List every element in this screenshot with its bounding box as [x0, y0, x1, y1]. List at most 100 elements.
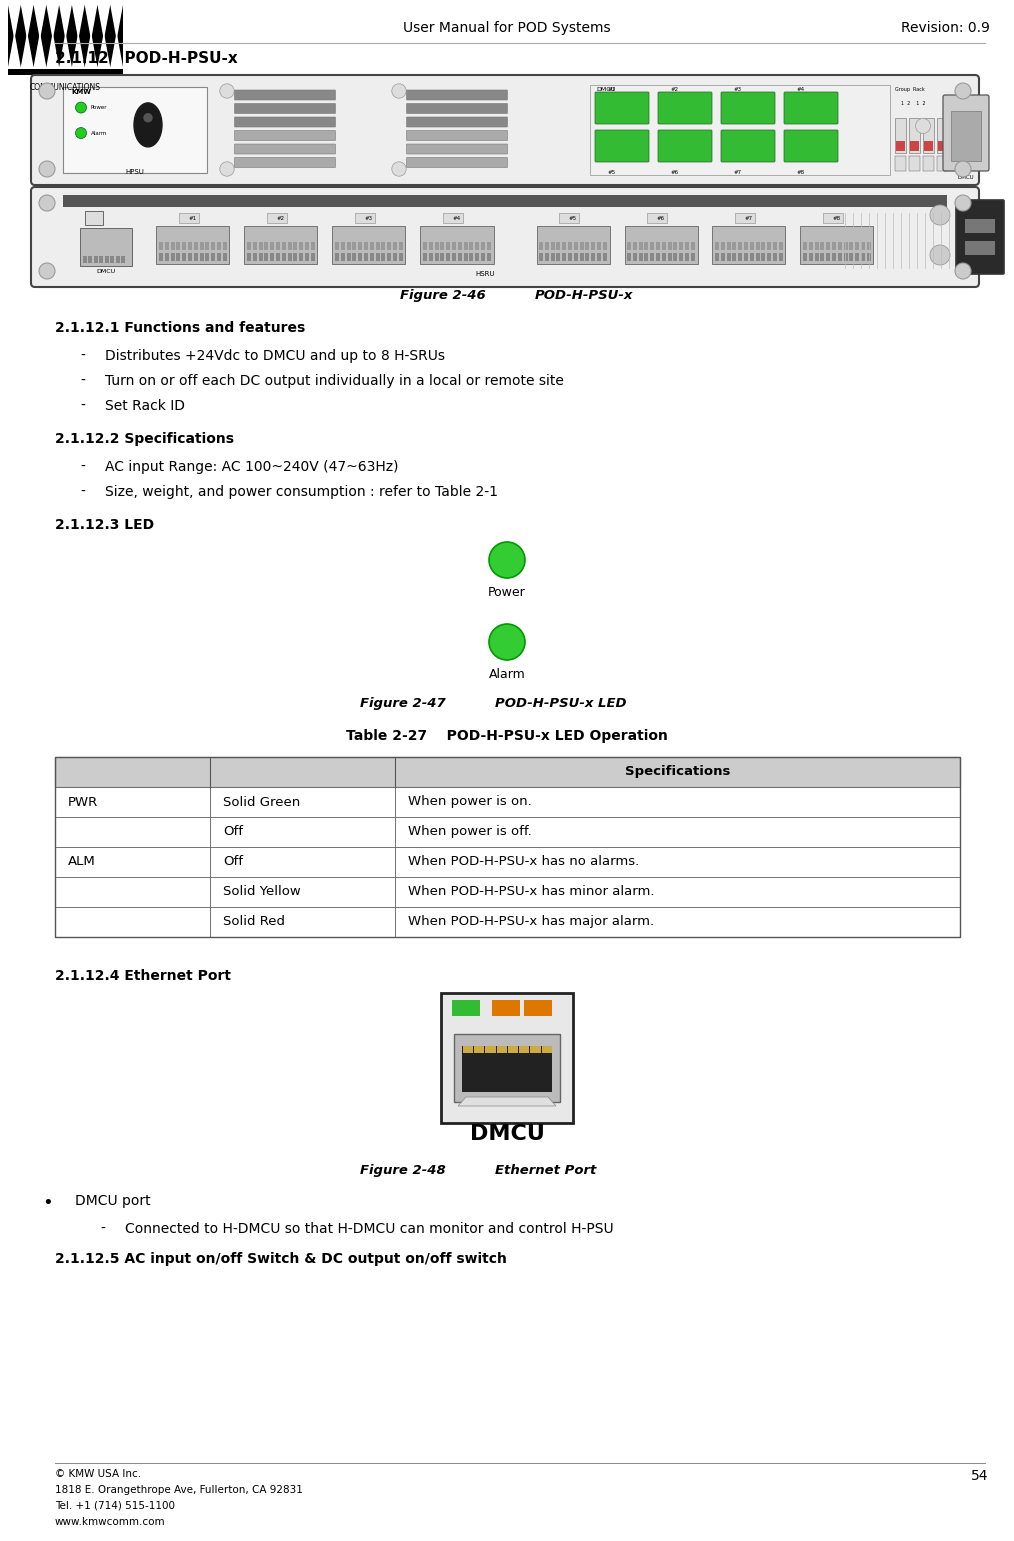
Text: Power: Power	[488, 586, 526, 599]
Bar	[63, 196, 947, 206]
Bar	[497, 1046, 507, 1053]
Text: User Manual for POD Systems: User Manual for POD Systems	[404, 22, 610, 35]
Bar	[627, 253, 631, 260]
FancyBboxPatch shape	[595, 92, 649, 123]
Bar	[387, 253, 391, 260]
Bar	[429, 242, 433, 250]
FancyBboxPatch shape	[156, 225, 229, 264]
Text: Solid Yellow: Solid Yellow	[223, 886, 301, 898]
Text: #1: #1	[189, 216, 197, 220]
Bar	[463, 242, 467, 250]
Bar	[395, 848, 960, 877]
FancyBboxPatch shape	[784, 92, 838, 123]
Text: Distributes +24Vdc to DMCU and up to 8 H-SRUs: Distributes +24Vdc to DMCU and up to 8 H…	[105, 348, 445, 364]
Bar	[738, 242, 742, 250]
Polygon shape	[97, 32, 111, 66]
Bar	[773, 253, 777, 260]
Bar	[580, 242, 584, 250]
Text: Table 2-27    POD-H-PSU-x LED Operation: Table 2-27 POD-H-PSU-x LED Operation	[346, 729, 668, 743]
Circle shape	[39, 160, 55, 177]
FancyBboxPatch shape	[595, 129, 649, 162]
Bar	[217, 253, 221, 260]
Text: When POD-H-PSU-x has major alarm.: When POD-H-PSU-x has major alarm.	[408, 915, 654, 929]
Bar	[844, 253, 848, 260]
Bar	[673, 253, 677, 260]
Bar	[8, 5, 123, 66]
Bar	[691, 253, 695, 260]
Bar	[381, 242, 385, 250]
Bar	[259, 242, 263, 250]
Bar	[270, 253, 274, 260]
FancyBboxPatch shape	[721, 92, 775, 123]
FancyBboxPatch shape	[31, 186, 979, 287]
Polygon shape	[458, 1097, 556, 1106]
Bar	[223, 242, 227, 250]
Bar	[423, 253, 427, 260]
Bar	[210, 787, 395, 817]
Bar	[265, 242, 269, 250]
Bar	[597, 242, 601, 250]
Bar	[814, 242, 818, 250]
Bar	[667, 253, 671, 260]
Text: When power is on.: When power is on.	[408, 795, 531, 809]
Text: Off: Off	[223, 855, 243, 869]
Bar	[210, 848, 395, 877]
Bar	[443, 213, 463, 223]
Bar	[519, 1046, 529, 1053]
Bar	[347, 253, 351, 260]
Bar	[463, 1046, 474, 1053]
Text: DMCU: DMCU	[596, 86, 615, 92]
Bar	[200, 253, 204, 260]
Bar	[826, 253, 830, 260]
Bar	[429, 253, 433, 260]
Bar	[393, 253, 397, 260]
Polygon shape	[20, 32, 33, 66]
Bar	[768, 242, 772, 250]
FancyBboxPatch shape	[713, 225, 786, 264]
Bar	[194, 242, 198, 250]
Bar	[574, 253, 578, 260]
Bar	[481, 242, 485, 250]
FancyBboxPatch shape	[658, 92, 712, 123]
Bar	[55, 848, 210, 877]
Bar	[591, 253, 595, 260]
Bar	[645, 242, 648, 250]
Text: #7: #7	[734, 170, 742, 176]
Polygon shape	[33, 5, 47, 40]
Bar	[923, 156, 934, 171]
Bar	[122, 256, 126, 264]
Text: 1818 E. Orangethrope Ave, Fullerton, CA 92831: 1818 E. Orangethrope Ave, Fullerton, CA …	[55, 1486, 303, 1495]
Bar	[602, 253, 606, 260]
Text: When power is off.: When power is off.	[408, 826, 531, 838]
Bar	[562, 242, 566, 250]
FancyBboxPatch shape	[407, 103, 507, 114]
Bar	[159, 242, 163, 250]
Circle shape	[391, 83, 407, 99]
Bar	[732, 242, 736, 250]
Bar	[353, 253, 356, 260]
Circle shape	[75, 102, 86, 112]
Bar	[557, 242, 561, 250]
Bar	[895, 156, 906, 171]
Bar	[861, 242, 865, 250]
Bar	[568, 253, 572, 260]
Bar	[399, 242, 403, 250]
FancyBboxPatch shape	[441, 992, 573, 1123]
Bar	[270, 242, 274, 250]
Bar	[541, 1046, 552, 1053]
Bar	[364, 242, 368, 250]
Text: -: -	[80, 485, 85, 499]
Bar	[539, 253, 544, 260]
Bar	[454, 1034, 560, 1102]
FancyBboxPatch shape	[536, 225, 609, 264]
Bar	[645, 253, 648, 260]
Text: -: -	[100, 1222, 104, 1236]
Bar	[63, 86, 207, 173]
Bar	[55, 908, 210, 937]
Bar	[335, 242, 339, 250]
Circle shape	[955, 160, 971, 177]
Text: #8: #8	[832, 216, 841, 220]
Text: Group  Rack: Group Rack	[895, 86, 925, 92]
Circle shape	[930, 245, 950, 265]
Polygon shape	[59, 5, 72, 40]
